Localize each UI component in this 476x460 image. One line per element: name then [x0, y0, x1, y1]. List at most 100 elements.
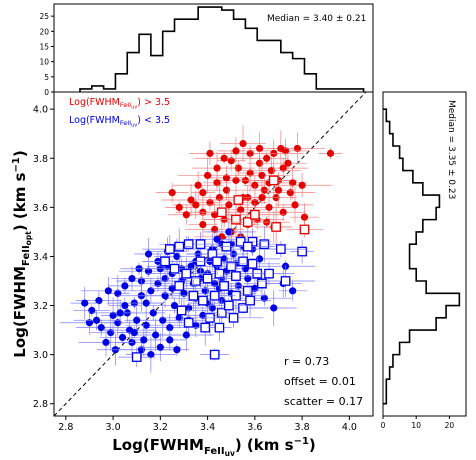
data-point [130, 328, 138, 337]
data-point [225, 201, 233, 209]
stat-offset: offset = 0.01 [284, 375, 356, 388]
data-point [208, 304, 216, 312]
stats-annotation: r = 0.73 offset = 0.01 scatter = 0.17 [284, 355, 363, 408]
data-point [258, 193, 266, 202]
main-scatter: 2.8 3.0 3.2 3.4 3.6 3.8 4.0 2.8 3.0 3.2 3.4 3.6 3.8… [11, 91, 374, 458]
data-point [173, 346, 181, 354]
data-point [209, 290, 220, 301]
y-tick-label: 3.4 [33, 252, 48, 263]
data-point [183, 317, 194, 328]
x-tick-label: 3.2 [153, 422, 168, 433]
data-point [187, 196, 195, 204]
data-point [198, 295, 208, 306]
data-point [182, 211, 190, 219]
data-point [267, 166, 275, 175]
data-point [173, 252, 181, 261]
data-point [242, 217, 253, 227]
right-histogram: 0 10 20 Median = 3.35 ± 0.23 [381, 91, 467, 430]
main-x-axis: 2.8 3.0 3.2 3.4 3.6 3.8 4.0 [58, 416, 357, 433]
top-histogram: 0 5 10 15 20 25 Median = 3.40 ± 0.21 [39, 3, 374, 97]
y-tick-label: 3.2 [33, 301, 48, 312]
data-point [265, 203, 273, 211]
data-point [213, 235, 221, 243]
data-point [212, 256, 222, 267]
data-point [289, 179, 297, 187]
data-point [164, 244, 175, 254]
data-point [224, 300, 234, 311]
y-tick-label: 2.8 [33, 399, 48, 410]
y-tick-label: 4.0 [33, 105, 48, 116]
data-point [161, 292, 169, 300]
right-histogram-frame [382, 91, 467, 417]
data-point [326, 149, 335, 157]
data-point [231, 214, 241, 225]
data-point [160, 256, 170, 267]
y-tick-label: 3.0 [33, 350, 48, 361]
data-point [168, 284, 176, 292]
data-point [209, 349, 220, 360]
data-point [260, 294, 268, 302]
data-point [147, 351, 155, 359]
data-point [211, 211, 219, 219]
data-point [216, 207, 227, 218]
data-point [114, 319, 122, 327]
data-point [289, 287, 297, 295]
data-point [206, 198, 214, 207]
data-point [102, 338, 110, 346]
data-point [92, 316, 101, 324]
data-point [168, 189, 176, 197]
data-point [183, 239, 194, 250]
data-point [214, 268, 225, 279]
right-histogram-steps [383, 108, 461, 405]
data-point [192, 321, 200, 329]
data-point [233, 195, 244, 205]
data-point [227, 157, 235, 165]
y-tick-label: 3.6 [33, 203, 48, 214]
data-point [235, 236, 246, 247]
data-point [220, 255, 228, 263]
data-point [242, 241, 253, 252]
data-point [199, 220, 207, 229]
x-tick-label: 3.6 [247, 422, 262, 433]
data-point [237, 206, 245, 214]
data-point [142, 321, 150, 329]
data-point [255, 159, 264, 167]
data-point [201, 287, 209, 295]
data-point [241, 265, 249, 273]
data-point [142, 299, 150, 307]
data-point [291, 201, 299, 209]
data-point [114, 289, 122, 297]
data-point [154, 279, 162, 288]
data-point [242, 285, 253, 296]
data-point [220, 154, 228, 162]
legend: Log(FWHMFeIIuv) > 3.5 Log(FWHMFeIIuv) < … [69, 97, 170, 129]
data-point [144, 267, 153, 275]
data-point [128, 274, 136, 283]
data-point [251, 181, 259, 189]
data-point [214, 322, 225, 333]
right-histogram-x-axis: 0 10 20 [381, 416, 454, 430]
data-point [166, 324, 174, 332]
data-point [257, 278, 267, 289]
x-tick-label: 3.4 [200, 422, 215, 433]
data-point [81, 299, 89, 307]
data-point [219, 281, 229, 291]
data-point [297, 246, 307, 257]
data-point [159, 316, 167, 324]
data-point [166, 336, 174, 344]
data-point [251, 284, 259, 292]
data-point [190, 276, 201, 286]
data-point [199, 189, 207, 197]
data-point [181, 268, 192, 279]
data-point [203, 171, 212, 180]
x-tick-label: 4.0 [342, 422, 357, 433]
top-y-tick-label: 5 [44, 73, 49, 82]
legend-entry-red: Log(FWHMFeIIuv) > 3.5 [69, 97, 170, 111]
top-y-tick-label: 25 [39, 12, 49, 21]
data-point [298, 181, 306, 189]
data-point [118, 333, 127, 342]
data-point [182, 331, 190, 339]
data-point [175, 314, 183, 322]
x-tick-label: 2.8 [58, 422, 73, 433]
